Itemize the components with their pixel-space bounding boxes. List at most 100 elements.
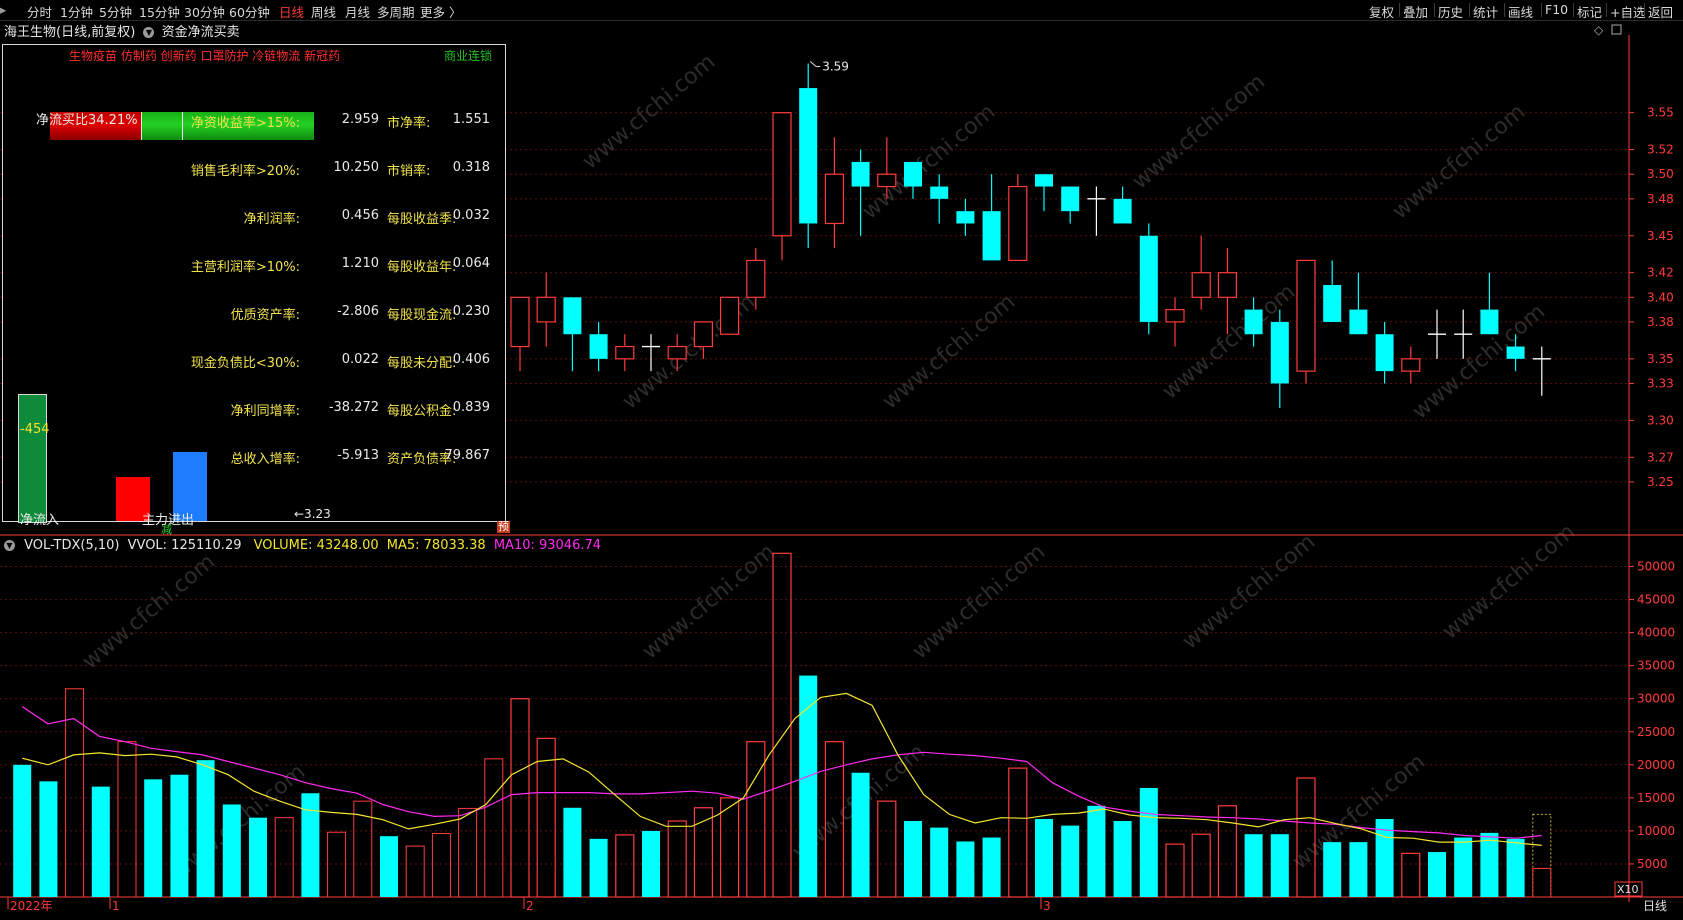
tool-button-8[interactable]: 返回 <box>1648 2 1673 21</box>
period-tab-9[interactable]: 多周期 <box>377 2 415 21</box>
low-price-marker: ←3.23 <box>294 507 331 521</box>
metric-label-2: 市净率: <box>387 112 430 131</box>
volume-bar-down <box>223 804 241 897</box>
commerce-tag: 商业连锁 <box>444 47 492 64</box>
volume-bar-up <box>432 834 450 897</box>
volume-bar-down <box>92 787 110 897</box>
period-tab-5[interactable]: 60分钟 <box>229 2 270 21</box>
period-tab-7[interactable]: 周线 <box>311 2 336 21</box>
price-tick-label: 3.48 <box>1647 192 1674 206</box>
price-tick-label: 3.45 <box>1647 229 1674 243</box>
watermark-text: www.cfchi.com <box>578 49 720 174</box>
metric-label: 净资收益率>15%: <box>191 112 300 131</box>
candle-body-down <box>1061 187 1079 212</box>
metric-value: -38.272 <box>329 400 379 415</box>
volume-unit-label: X10 <box>1617 883 1639 896</box>
candle-body-up <box>878 174 896 186</box>
metric-value: 10.250 <box>334 160 380 175</box>
period-tab-4[interactable]: 30分钟 <box>184 2 225 21</box>
volume-bar-down <box>1428 852 1446 897</box>
candle-body-down <box>1376 334 1394 371</box>
candle-body-up <box>825 174 843 223</box>
volume-bar-down <box>197 760 215 897</box>
candle-body-up <box>721 297 739 334</box>
high-price-label: 3.59 <box>822 59 849 73</box>
period-tab-8[interactable]: 月线 <box>345 2 370 21</box>
price-tick-label: 3.27 <box>1647 450 1674 464</box>
candle-body-up <box>1402 359 1420 371</box>
metric-value-2: 0.064 <box>453 256 490 271</box>
candle-body-down <box>904 162 922 187</box>
candle-body-down <box>1114 199 1132 224</box>
watermark-text: www.cfchi.com <box>1408 299 1550 424</box>
candle-body-down <box>1271 322 1289 384</box>
period-tab-2[interactable]: 5分钟 <box>99 2 132 21</box>
tool-button-1[interactable]: 叠加 <box>1403 2 1428 21</box>
period-tab-10[interactable]: 更多 〉 <box>420 2 461 21</box>
tool-button-0[interactable]: 复权 <box>1369 2 1394 21</box>
volume-bar-up <box>1192 834 1210 897</box>
panel-restore-icon <box>1612 25 1621 34</box>
volume-bar-up <box>328 832 346 897</box>
volume-bar-down <box>13 765 31 897</box>
price-tick-label: 3.25 <box>1647 475 1674 489</box>
candle-body-up <box>616 347 634 359</box>
price-tick-label: 3.42 <box>1647 266 1674 280</box>
candle-body-down <box>563 297 581 334</box>
tool-button-7[interactable]: +自选 <box>1610 2 1645 21</box>
metric-label: 现金负债比<30%: <box>191 352 300 371</box>
diamond-icon: ◇ <box>1594 23 1604 37</box>
metric-label-2: 每股未分配: <box>387 352 456 371</box>
period-tab-1[interactable]: 1分钟 <box>60 2 93 21</box>
volume-bar-up <box>1166 844 1184 897</box>
tool-button-4[interactable]: 画线 <box>1508 2 1533 21</box>
metric-value: 0.456 <box>342 208 379 223</box>
metric-label-2: 每股现金流: <box>387 304 456 323</box>
metric-value: -5.913 <box>337 448 379 463</box>
volume-bar-down <box>1061 826 1079 897</box>
metric-label: 优质资产率: <box>231 304 300 323</box>
volume-bar-up <box>1402 853 1420 897</box>
metric-label: 净利同增率: <box>231 400 300 419</box>
volume-bar-up <box>721 798 739 897</box>
period-toolbar: ▸ 分时 1分钟 5分钟 15分钟 30分钟 60分钟 日线 周线 月线 多周期 更多 〉 复权 叠加 历史… <box>0 0 1683 21</box>
volume-bar-down <box>1480 833 1498 897</box>
volume-tick-label: 20000 <box>1637 758 1675 772</box>
period-tab-6[interactable]: 日线 <box>279 2 304 21</box>
net-inflow-bar <box>18 394 47 523</box>
toolbar-separator <box>1434 3 1435 17</box>
watermark-text: www.cfchi.com <box>1388 99 1530 224</box>
reduce-label: 减 <box>161 521 172 537</box>
volume-indicator-name[interactable]: VOL-TDX(5,10) <box>24 538 119 553</box>
volume-tick-label: 40000 <box>1637 626 1675 640</box>
volume-toggle-icon[interactable]: ▼ <box>4 540 15 551</box>
volume-bar-down <box>380 836 398 897</box>
volume-bar-down <box>852 773 870 897</box>
volume-bar-up <box>668 821 686 897</box>
tool-button-3[interactable]: 统计 <box>1473 2 1498 21</box>
metric-value-2: 79.867 <box>445 448 491 463</box>
toolbar-collapse-icon[interactable]: ▸ <box>0 2 6 17</box>
toolbar-separator <box>1573 3 1574 17</box>
volume-bar-down <box>1271 834 1289 897</box>
metric-label: 总收入增率: <box>231 448 300 467</box>
tool-button-6[interactable]: 标记 <box>1577 2 1602 21</box>
watermark-text: www.cfchi.com <box>858 99 1000 224</box>
tool-button-5[interactable]: F10 <box>1545 2 1568 17</box>
price-tick-label: 3.33 <box>1647 376 1674 390</box>
candle-body-up <box>537 297 555 322</box>
period-tab-3[interactable]: 15分钟 <box>139 2 180 21</box>
volume-bar-down <box>1245 834 1263 897</box>
volume-tick-label: 50000 <box>1637 560 1675 574</box>
watermark-text: www.cfchi.com <box>878 289 1020 414</box>
watermark-text: www.cfchi.com <box>638 539 780 664</box>
period-tab-0[interactable]: 分时 <box>27 2 52 21</box>
candle-body-down <box>1507 347 1525 359</box>
volume-tick-label: 30000 <box>1637 692 1675 706</box>
candle-body-up <box>773 113 791 236</box>
fund-flow-panel: 生物疫苗 仿制药 创新药 口罩防护 冷链物流 新冠药 商业连锁 净流买比34.2… <box>2 44 506 522</box>
net-buy-divider <box>182 112 183 140</box>
volume-bar-up <box>1533 868 1551 897</box>
metric-value: 0.022 <box>342 352 379 367</box>
tool-button-2[interactable]: 历史 <box>1438 2 1463 21</box>
